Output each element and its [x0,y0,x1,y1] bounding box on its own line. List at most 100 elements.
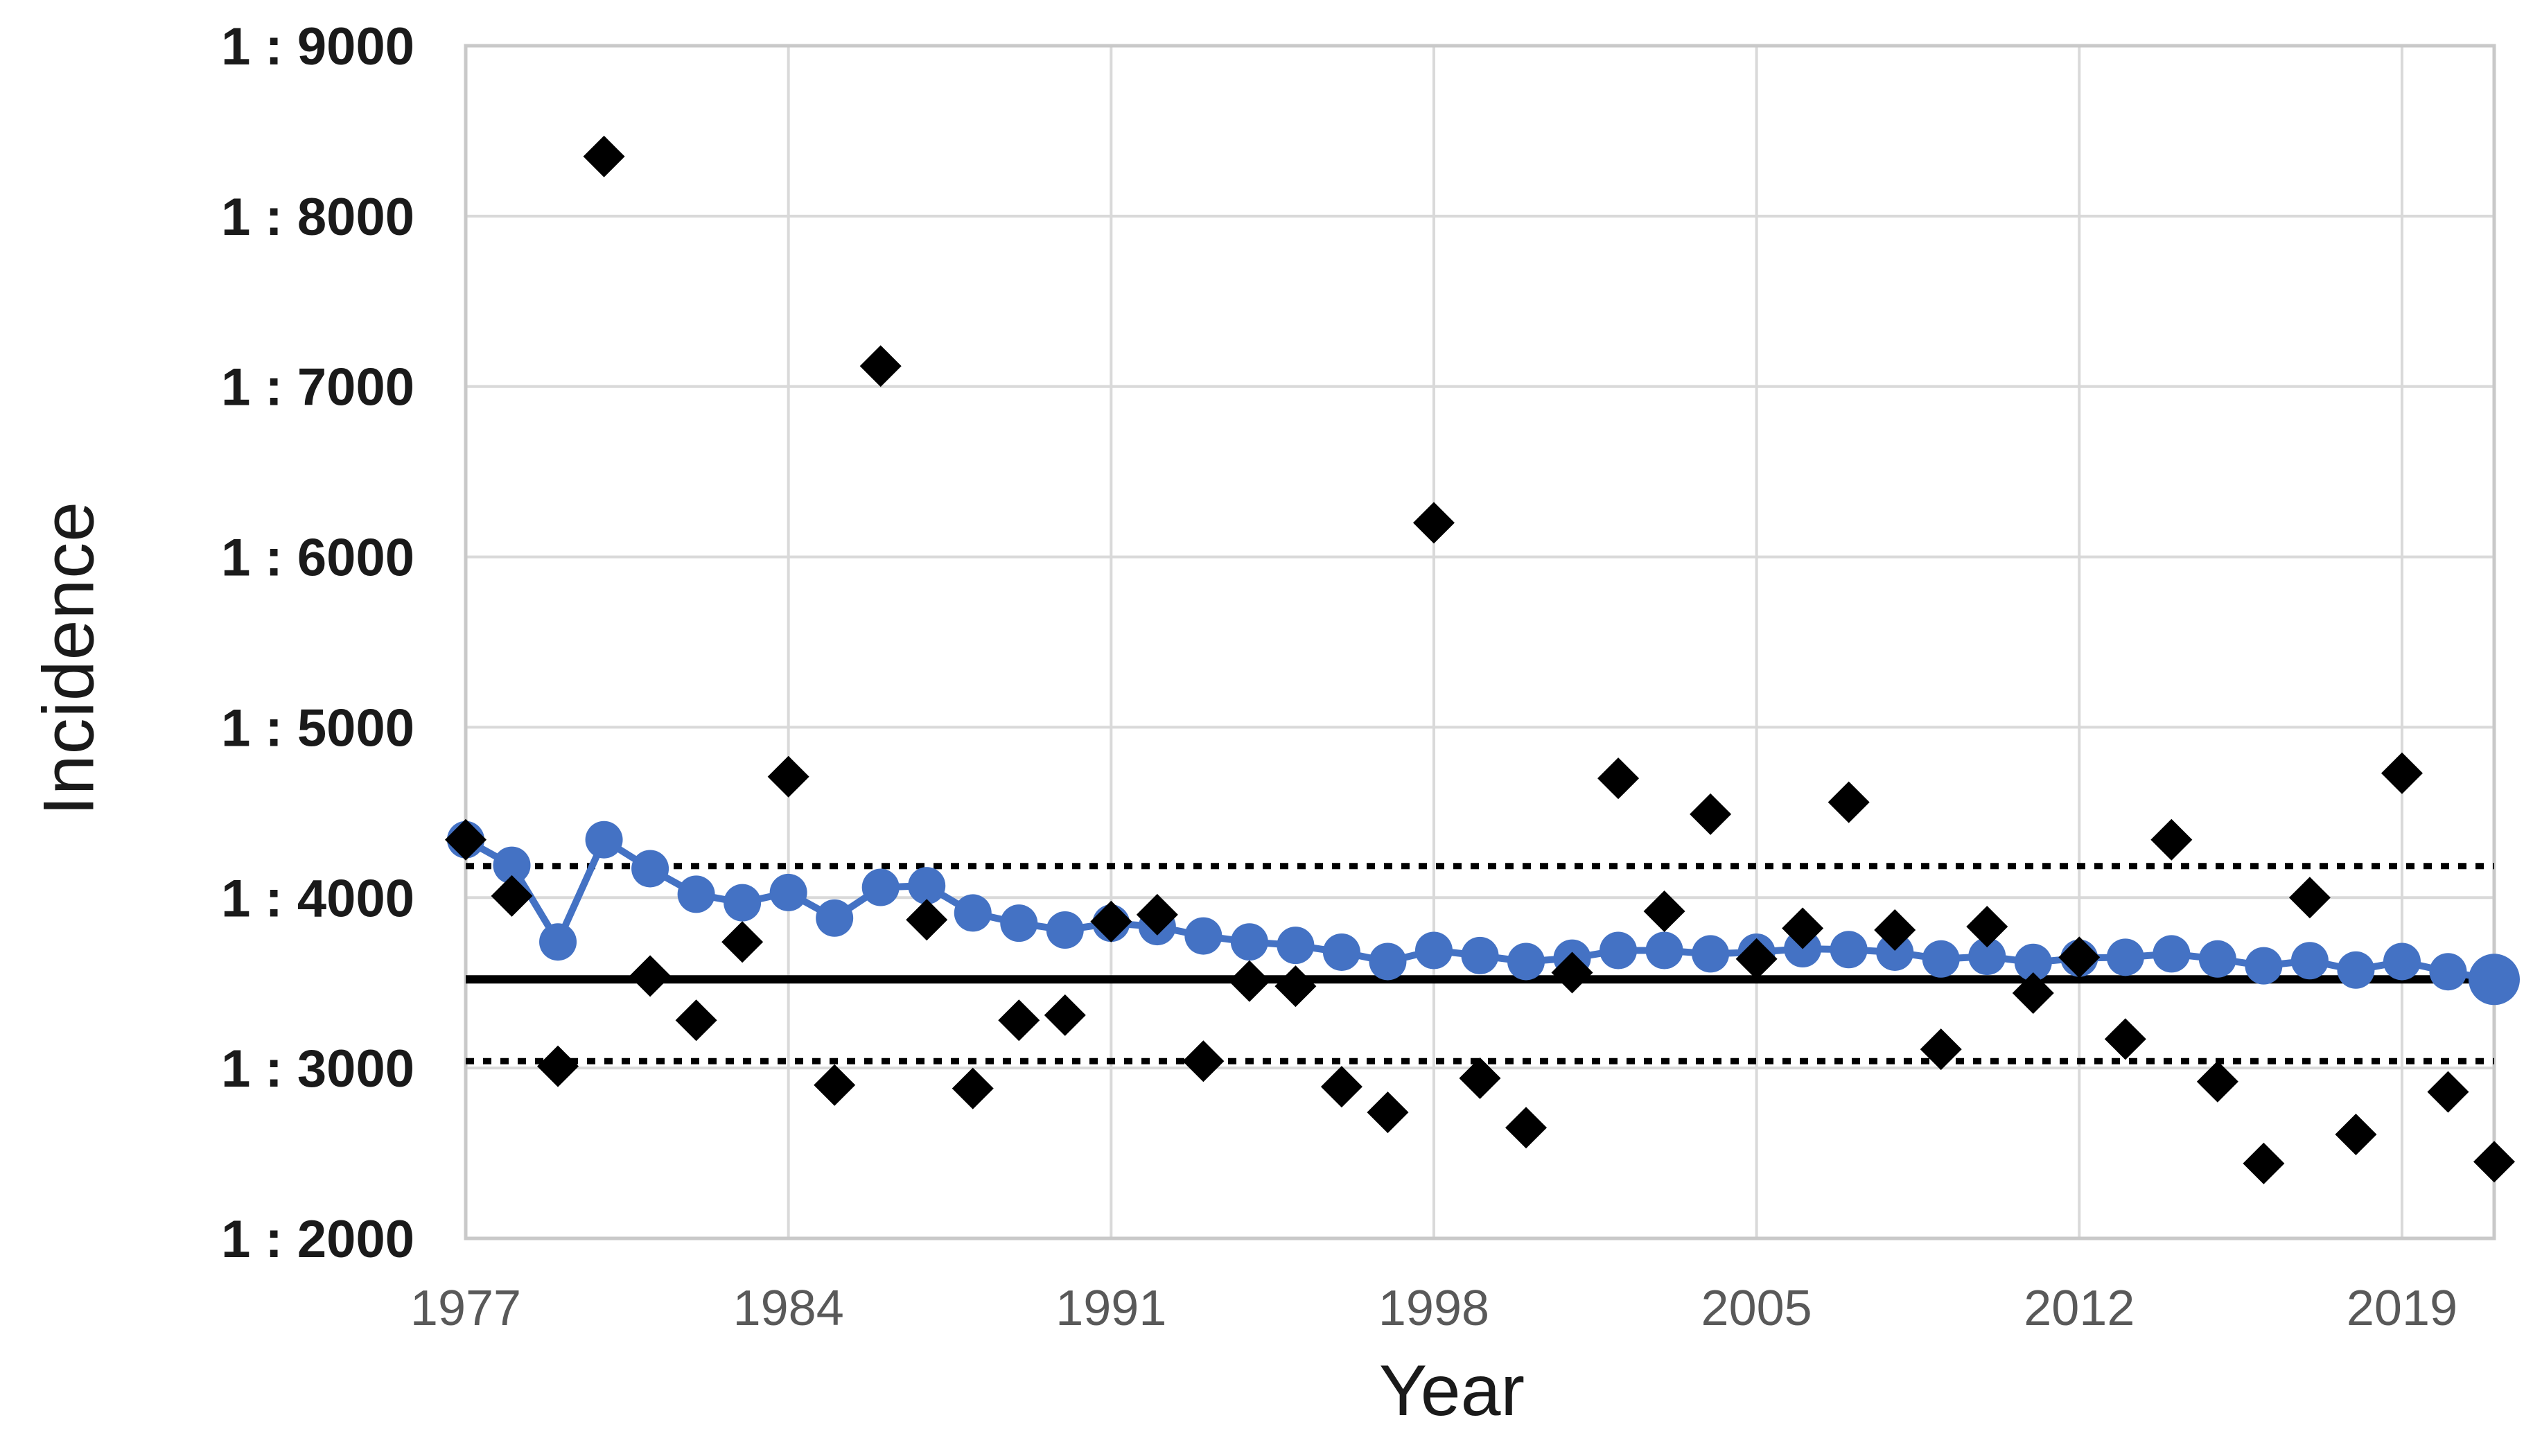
cumulative-point [585,821,623,859]
annual-value-diamond [1920,1028,1962,1071]
cumulative-point [816,899,854,937]
y-tick-label: 1 : 7000 [221,358,414,417]
y-axis-title-text: Incidence [28,500,109,816]
cumulative-point [1876,933,1914,971]
x-tick-label: 1998 [1378,1281,1489,1336]
annual-value-diamond [906,899,948,941]
cumulative-point [1414,931,1453,970]
cumulative-point [2106,938,2144,976]
cumulative-point [954,894,992,932]
x-axis-title: Year [1378,1351,1525,1431]
annual-value-diamond [1182,1040,1225,1082]
cumulative-point [1230,923,1268,961]
cumulative-point [1000,904,1038,942]
annual-value-diamond [2196,1060,2238,1103]
annual-value-diamond [1412,502,1455,544]
y-tick-label: 1 : 6000 [221,529,414,588]
cumulative-point [1599,931,1638,970]
plot-border [464,44,2496,1240]
annual-value-diamond [445,818,487,861]
annual-value-diamond [537,1045,579,1087]
annual-value-diamond [1874,909,1916,951]
annual-value-diamond [1274,965,1317,1008]
y-tick-label: 1 : 9000 [221,17,414,76]
x-tick-label: 2005 [1701,1281,1812,1336]
cumulative-point [724,884,762,922]
annual-value-diamond [1228,960,1270,1002]
annual-value-diamond [2427,1071,2469,1113]
cumulative-point [2153,935,2191,973]
annual-value-diamond [2104,1018,2146,1060]
annual-value-diamond [675,999,717,1042]
cumulative-point [1461,936,1499,974]
annual-value-diamond [1966,906,2008,948]
x-tick-label: 1991 [1055,1281,1166,1336]
annual-value-diamond [1367,1091,1409,1134]
cumulative-point [1645,931,1683,970]
y-tick-label: 1 : 3000 [221,1040,414,1098]
cumulative-point [769,873,807,911]
annual-value-diamond [767,755,809,798]
cumulative-point [1692,935,1730,973]
annual-value-diamond [721,921,764,963]
cumulative-point [908,867,946,905]
cumulative-point [2290,942,2329,980]
cumulative-point [2014,943,2052,981]
annual-value-diamond [2335,1114,2377,1156]
cumulative-point [2429,953,2467,991]
cumulative-point [1369,942,1407,981]
y-tick-label: 1 : 8000 [221,188,414,247]
cumulative-point [677,875,715,913]
annual-value-diamond [1136,893,1178,936]
annual-value-diamond [1044,994,1086,1036]
cumulative-point [2245,947,2283,985]
x-tick-label: 2019 [2347,1281,2457,1336]
annual-value-diamond [1735,938,1778,980]
annual-value-diamond [814,1064,856,1106]
x-tick-label: 1984 [733,1281,844,1336]
annual-value-diamond [629,955,672,997]
annual-value-diamond [1505,1107,1548,1149]
annual-value-diamond [491,875,533,917]
cumulative-point [2198,940,2236,978]
cumulative-point [1184,917,1222,955]
x-tick-label: 2012 [2024,1281,2135,1336]
cumulative-point [1277,927,1315,965]
y-tick-label: 1 : 2000 [221,1210,414,1269]
y-tick-label: 1 : 4000 [221,869,414,928]
annual-value-diamond [583,135,625,177]
annual-value-diamond [2012,972,2054,1014]
annual-value-diamond [1459,1057,1501,1099]
annual-value-diamond [998,999,1040,1042]
annual-value-diamond [1690,793,1732,835]
cumulative-final-point [2469,954,2520,1006]
cumulative-point [1922,940,1960,978]
annual-value-diamond [2473,1141,2515,1183]
annual-value-diamond [2058,936,2101,979]
cumulative-point [493,846,531,884]
annual-value-diamond [1782,907,1824,949]
annual-value-diamond [2150,818,2193,861]
cumulative-point [631,850,669,888]
annual-value-diamond [2288,877,2331,919]
cumulative-point [1046,911,1084,949]
cumulative-point [1322,933,1360,971]
cumulative-point [1968,938,2006,976]
cumulative-point [861,868,900,906]
cumulative-point [2337,951,2375,989]
cumulative-point [1830,931,1868,969]
annual-value-diamond [859,345,902,387]
y-tick-label: 1 : 5000 [221,699,414,757]
annual-value-diamond [1090,900,1132,942]
annual-value-diamond [1320,1066,1362,1108]
cumulative-point [1507,942,1545,981]
annual-value-diamond [1828,781,1870,823]
x-tick-label: 1977 [410,1281,521,1336]
annual-value-diamond [952,1067,994,1109]
annual-value-diamond [1597,757,1640,800]
cumulative-point [2383,942,2421,981]
annual-value-diamond [2243,1142,2285,1184]
cumulative-point [539,923,577,961]
annual-value-diamond [1643,890,1685,932]
